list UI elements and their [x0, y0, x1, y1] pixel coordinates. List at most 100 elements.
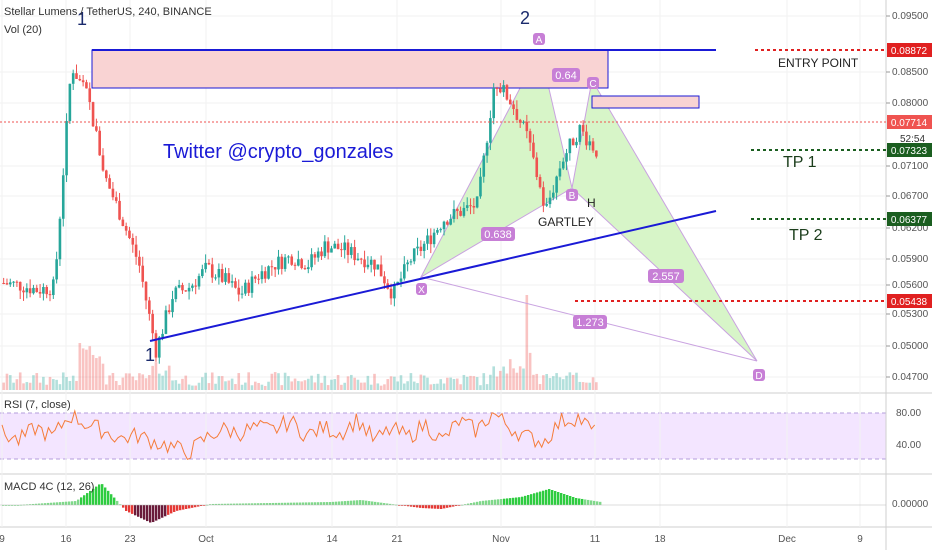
candle-body [346, 242, 350, 255]
volume-bar [121, 377, 125, 390]
volume-bar [446, 377, 449, 390]
candle-body [376, 264, 380, 270]
macd-bar [128, 505, 131, 513]
macd-bar [119, 504, 122, 506]
price-axis[interactable]: 0.09500 0.08500 0.08000 0.07100 0.06700 0.062… [886, 11, 929, 383]
candle-body [121, 219, 125, 227]
candle-body [131, 238, 135, 245]
candle-body [479, 176, 482, 197]
price-tag-stop-text: 0.05438 [891, 297, 928, 308]
point-a[interactable]: A [533, 33, 545, 46]
macd-bar [317, 502, 320, 505]
candle-body [422, 243, 426, 252]
candle-body [78, 78, 82, 81]
symbol-title[interactable]: Stellar Lumens / TetherUS, 240, BINANCE [4, 6, 212, 18]
ascending-trendline[interactable] [149, 210, 717, 342]
trendlines[interactable] [92, 49, 717, 342]
volume-bar [393, 376, 396, 390]
macd-bar [71, 501, 74, 505]
candle-body [306, 267, 310, 270]
volume-bar [61, 372, 65, 390]
ratio-ab[interactable]: 0.64 [552, 68, 580, 82]
volume-label[interactable]: Vol (20) [4, 24, 42, 36]
volume-bar [217, 376, 221, 390]
point-b[interactable]: B [566, 189, 578, 202]
macd-bar [509, 498, 512, 505]
point-d[interactable]: D [753, 369, 765, 382]
macd-bar [293, 502, 296, 505]
candle-body [197, 276, 201, 287]
macd-bar [224, 503, 227, 505]
macd-bar [434, 505, 437, 509]
macd-bar [152, 505, 155, 523]
candle-body [515, 109, 519, 120]
entry-zone[interactable] [591, 95, 700, 109]
wave-1-top: 1 [77, 9, 87, 29]
volume-bar [356, 379, 360, 390]
candle-body [462, 207, 466, 216]
candle-body [406, 262, 409, 265]
candle-body [15, 281, 19, 283]
macd-bar [209, 504, 212, 505]
macd-bar [302, 502, 305, 505]
candle-body [588, 141, 592, 146]
macd-bar [527, 495, 530, 505]
candle-body [416, 246, 419, 249]
ratio-xb[interactable]: 0.638 [481, 227, 515, 241]
macd-bar [308, 502, 311, 505]
macd-bar [176, 505, 179, 511]
macd-bar [356, 500, 359, 505]
volume-bar [432, 383, 436, 390]
candle-body [105, 170, 108, 179]
volume-bar [257, 382, 260, 390]
volume-bar [422, 375, 426, 390]
candle-body [230, 281, 234, 283]
macd-bar [47, 502, 50, 505]
price-tick-label: 0.06200 [892, 223, 929, 234]
time-tick-label: Oct [198, 534, 214, 545]
volume-bar [204, 372, 207, 390]
candle-body [45, 287, 48, 295]
candle-body [300, 259, 303, 269]
macd-bar [476, 501, 479, 505]
ratio-bd[interactable]: 2.557 [648, 269, 684, 283]
point-x[interactable]: X [416, 283, 427, 296]
volume-bar [303, 380, 307, 390]
macd-bar [572, 497, 575, 505]
macd-bar [548, 489, 551, 505]
candle-body [525, 121, 529, 132]
macd-bar [116, 500, 119, 505]
macd-bar [8, 505, 11, 506]
rsi-label[interactable]: RSI (7, close) [4, 399, 71, 411]
macd-bar [188, 505, 191, 509]
macd-bar [557, 492, 560, 505]
macd-bar [323, 502, 326, 505]
volume-bar [403, 383, 406, 390]
volume-bar [220, 376, 224, 390]
price-tag-tp1-bg [887, 143, 932, 157]
macd-bar [248, 503, 251, 505]
macd-bar [389, 503, 392, 505]
resistance-zone[interactable] [91, 49, 609, 89]
macd-bar [341, 501, 344, 505]
volume-bar [561, 379, 565, 390]
volume-bar [389, 376, 393, 390]
macd-bar [368, 501, 371, 505]
candle-body [174, 287, 178, 300]
macd-bar [62, 501, 65, 505]
point-c[interactable]: C [587, 77, 599, 90]
candle-body [71, 73, 75, 84]
candle-body [439, 229, 443, 231]
candle-body [148, 300, 151, 314]
zones[interactable] [91, 49, 700, 109]
macd-bar [227, 503, 230, 505]
ratio-xd[interactable]: 1.273 [573, 315, 607, 329]
candle-body [373, 259, 376, 270]
candle-body [412, 248, 416, 262]
macd-label[interactable]: MACD 4C (12, 26) [4, 481, 95, 493]
time-axis[interactable]: 9 16 23 Oct 14 21 Nov 11 18 Dec 9 [0, 534, 863, 545]
candle-body [475, 196, 479, 208]
volume-bar [227, 380, 231, 390]
candle-body [118, 200, 121, 220]
